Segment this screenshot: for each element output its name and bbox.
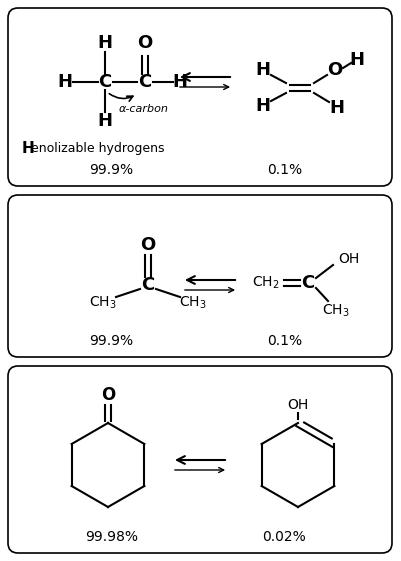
Text: H: H	[172, 73, 188, 91]
Text: CH$_3$: CH$_3$	[89, 295, 117, 311]
Text: C: C	[302, 274, 315, 292]
Text: H: H	[97, 34, 113, 52]
Text: H: H	[97, 112, 113, 130]
Text: C: C	[98, 73, 111, 91]
Text: CH$_2$: CH$_2$	[252, 275, 280, 291]
Text: H: H	[255, 97, 271, 115]
Text: H: H	[350, 51, 365, 69]
Text: CH$_3$: CH$_3$	[179, 295, 207, 311]
Text: OH: OH	[338, 252, 359, 266]
Text: H: H	[330, 99, 344, 117]
Text: 0.1%: 0.1%	[267, 163, 302, 177]
FancyBboxPatch shape	[8, 8, 392, 186]
Text: O: O	[140, 236, 156, 254]
Text: 0.02%: 0.02%	[263, 530, 306, 544]
Text: H: H	[22, 140, 35, 155]
Text: H: H	[57, 73, 73, 91]
Text: 99.98%: 99.98%	[85, 530, 138, 544]
Text: O: O	[101, 386, 115, 404]
Text: 0.1%: 0.1%	[267, 334, 302, 348]
Text: O: O	[327, 61, 342, 79]
FancyArrowPatch shape	[109, 94, 133, 101]
Text: C: C	[142, 276, 155, 294]
Text: H: H	[255, 61, 271, 79]
FancyBboxPatch shape	[8, 366, 392, 553]
Text: OH: OH	[288, 398, 309, 412]
Text: CH$_3$: CH$_3$	[322, 303, 350, 319]
Text: C: C	[138, 73, 152, 91]
Text: O: O	[138, 34, 153, 52]
Text: α-carbon: α-carbon	[119, 104, 169, 114]
Text: 99.9%: 99.9%	[89, 334, 134, 348]
FancyBboxPatch shape	[8, 195, 392, 357]
Text: 99.9%: 99.9%	[89, 163, 134, 177]
Text: enolizable hydrogens: enolizable hydrogens	[31, 141, 164, 154]
